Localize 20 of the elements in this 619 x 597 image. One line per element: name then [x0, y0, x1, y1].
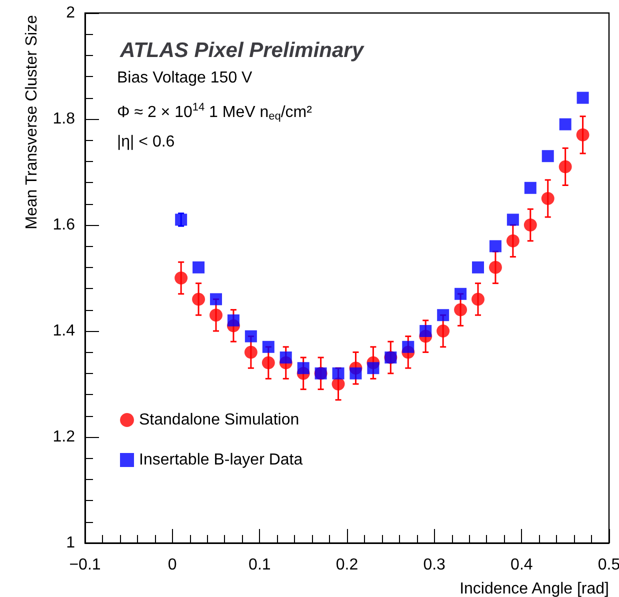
legend-label: Insertable B-layer Data: [139, 452, 303, 468]
y-tick-label: 1.8: [52, 110, 76, 128]
x-tick-label: 0.3: [423, 556, 446, 574]
x-tick-label: 0: [168, 556, 177, 574]
x-axis-title: Incidence Angle [rad]: [460, 580, 609, 597]
y-tick-label: 2: [66, 4, 76, 22]
x-tick-label: −0.1: [69, 556, 101, 574]
annotation: Bias Voltage 150 V: [117, 70, 253, 86]
y-tick-label: 1: [66, 534, 76, 552]
x-tick-label: 0.4: [510, 556, 533, 574]
legend-label: Standalone Simulation: [139, 412, 300, 428]
x-tick-label: 0.5: [598, 556, 619, 574]
text: ATLAS Pixel Preliminary: [119, 39, 365, 62]
x-tick-label: 0.1: [248, 556, 271, 574]
y-axis-title: Mean Transverse Cluster Size: [24, 14, 40, 230]
y-tick-label: 1.2: [52, 428, 76, 446]
x-tick-label: 0.2: [336, 556, 358, 574]
annotation: |η| < 0.6: [117, 134, 175, 150]
y-tick-label: 1.4: [52, 322, 76, 340]
y-tick-label: 1.6: [52, 216, 76, 234]
